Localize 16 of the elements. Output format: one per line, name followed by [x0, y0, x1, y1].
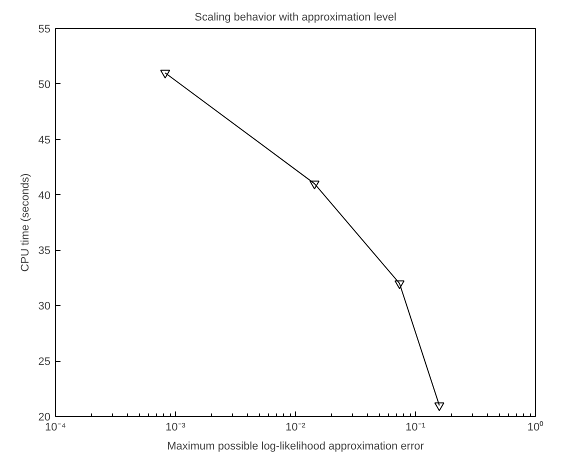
y-tick-label: 20 — [38, 412, 51, 424]
y-tick-label: 50 — [38, 78, 51, 91]
x-tick-label: 10⁻² — [286, 422, 306, 434]
chart-title: Scaling behavior with approximation level — [194, 12, 396, 24]
y-tick-label: 30 — [38, 300, 51, 313]
y-tick-label: 25 — [38, 356, 51, 368]
x-tick-label: 10⁰ — [527, 420, 544, 434]
x-tick-label: 10⁻⁴ — [45, 422, 66, 434]
y-tick-label: 55 — [38, 24, 51, 36]
y-tick-label: 45 — [38, 134, 51, 146]
x-tick-label: 10⁻³ — [166, 422, 186, 434]
y-axis-title: CPU time (seconds) — [19, 173, 32, 272]
y-tick-label: 40 — [38, 190, 51, 202]
y-tick-label: 35 — [38, 245, 51, 258]
x-axis-title: Maximum possible log-likelihood approximation error — [167, 440, 424, 452]
x-tick-label: 10⁻¹ — [406, 422, 426, 434]
